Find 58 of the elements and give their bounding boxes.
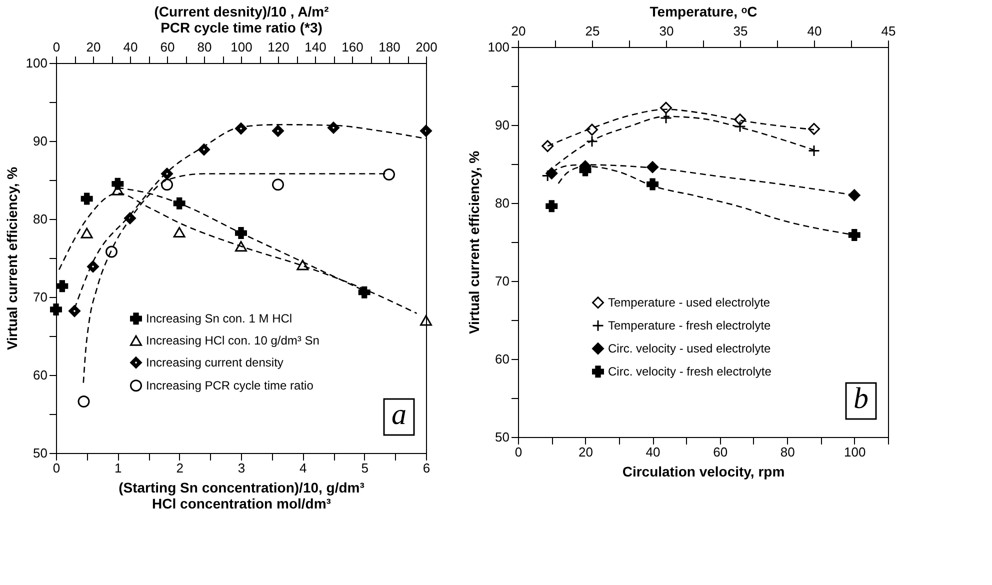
legend-label: Increasing HCl con. 10 g/dm³ Sn [146, 334, 320, 348]
x-tick-label: 60 [713, 444, 728, 460]
legend-label: Temperature - fresh electrolyte [608, 318, 772, 333]
x-tick-label: 6 [422, 460, 430, 476]
x2-axis-title: (Current desnity)/10 , A/m² PCR cycle time ratio (*3) [154, 4, 330, 36]
y-tick-label: 50 [33, 446, 48, 460]
x-tick-label: 80 [780, 444, 795, 460]
x2-tick-label: 35 [733, 24, 748, 38]
x2-tick-label: 80 [197, 40, 212, 54]
x2-tick-label: 100 [230, 40, 252, 54]
legend-label: Circ. velocity - used electrolyte [608, 342, 772, 356]
y-tick-label: 80 [495, 196, 510, 210]
y-tick-label: 100 [488, 40, 510, 54]
x-tick-label: 0 [52, 460, 60, 476]
x2-tick-label: 160 [342, 40, 364, 54]
annotation: a [392, 398, 406, 431]
y-tick-label: 70 [33, 290, 48, 304]
x2-tick-label: 40 [123, 40, 138, 54]
x2-tick-label: 20 [511, 24, 526, 38]
x2-tick-label: 180 [378, 40, 400, 54]
x2-tick-label: 120 [268, 40, 290, 54]
y-tick-label: 100 [26, 56, 48, 70]
legend-label: Increasing current density [146, 356, 284, 370]
x2-tick-label: 30 [659, 24, 674, 38]
x-tick-label: 3 [238, 460, 246, 476]
x-tick-label: 20 [578, 444, 594, 460]
x-axis-title: (Starting Sn concentration)/10, g/dm³ HCl concentration mol/dm³ [118, 480, 365, 512]
x-tick-label: 0 [514, 444, 522, 460]
y-tick-label: 60 [33, 368, 48, 382]
x2-tick-label: 25 [585, 24, 600, 38]
legend-label: Increasing Sn con. 1 M HCl [146, 312, 292, 326]
y-tick-label: 50 [495, 430, 510, 444]
x2-tick-label: 60 [160, 40, 175, 54]
y-tick-label: 90 [33, 134, 48, 148]
x2-tick-label: 45 [881, 24, 896, 38]
x-tick-label: 4 [300, 460, 307, 476]
x2-tick-label: 0 [52, 40, 60, 54]
x-tick-label: 1 [114, 460, 122, 476]
y-tick-label: 70 [495, 274, 510, 288]
x-tick-label: 2 [176, 460, 184, 476]
legend-label: Increasing PCR cycle time ratio [146, 378, 314, 393]
x-tick-label: 40 [646, 444, 660, 460]
x2-axis-title: Temperature, ᵒC [650, 4, 758, 20]
y-tick-label: 90 [495, 118, 510, 132]
x-tick-label: 5 [361, 460, 368, 476]
x2-tick-label: 140 [304, 40, 326, 54]
y-tick-label: 80 [33, 212, 48, 226]
annotation: b [854, 382, 868, 415]
x-axis-title: Circulation velocity, rpm [622, 464, 785, 480]
legend-label: Circ. velocity - fresh electrolyte [608, 364, 772, 379]
y-axis-title: Virtual current efficiency, % [4, 166, 20, 350]
y-tick-label: 60 [495, 352, 510, 366]
legend-label: Temperature - used electrolyte [608, 296, 770, 310]
x2-tick-label: 200 [416, 40, 438, 54]
x-tick-label: 100 [844, 444, 866, 460]
x2-tick-label: 20 [86, 40, 101, 54]
x2-tick-label: 40 [807, 24, 822, 38]
y-axis-title: Virtual current efficiency, % [466, 150, 482, 334]
